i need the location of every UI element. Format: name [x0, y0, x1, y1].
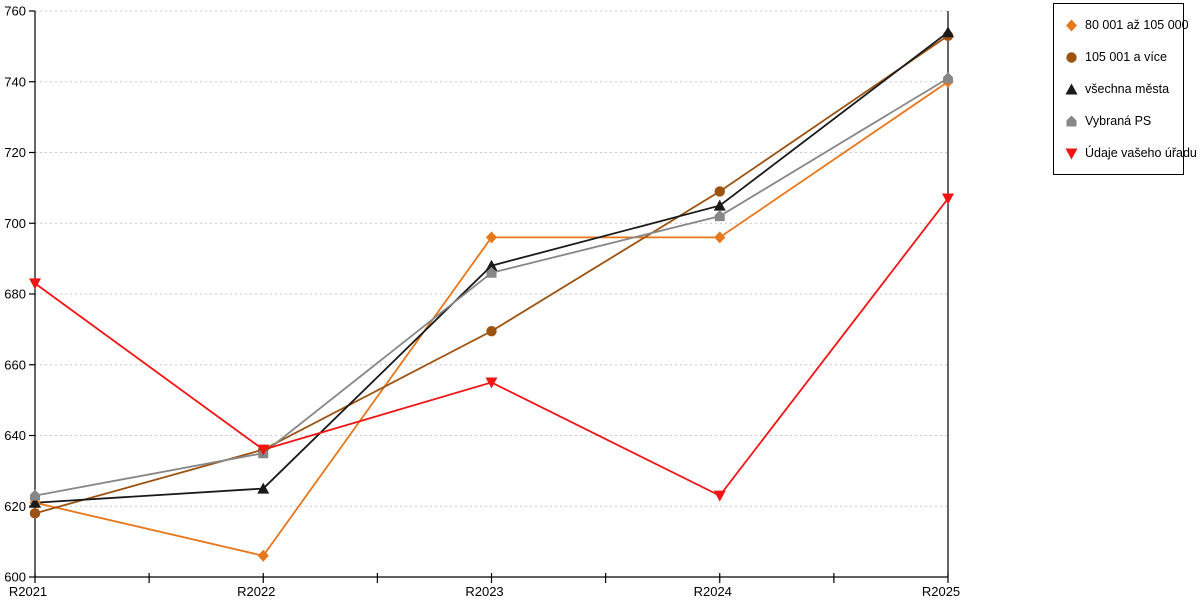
data-point-marker [257, 549, 269, 562]
pentagon-icon [1066, 115, 1077, 126]
y-tick-label: 700 [4, 216, 26, 231]
legend-item-label: 80 001 až 105 000 [1085, 18, 1189, 32]
data-point-marker [942, 193, 954, 205]
legend: 80 001 až 105 000 105 001 a více všechna… [1053, 3, 1197, 175]
x-tick-label: R2021 [9, 584, 47, 599]
diamond-icon [1066, 19, 1077, 31]
legend-marker-glyph [1065, 148, 1078, 159]
x-tick-label: R2022 [237, 584, 275, 599]
data-point-marker [257, 482, 270, 494]
legend-item-label: Vybraná PS [1085, 114, 1152, 128]
y-tick-label: 620 [4, 499, 26, 514]
data-point-marker [486, 231, 497, 244]
data-point-marker [29, 508, 41, 519]
data-point-marker [942, 26, 954, 38]
legend-item: 80 001 až 105 000 [1065, 9, 1189, 41]
legend-item: Údaje vašeho úřadu [1065, 137, 1197, 169]
x-tick-label: R2023 [465, 584, 503, 599]
legend-marker-glyph [1065, 83, 1078, 94]
circle-icon [1066, 51, 1077, 63]
data-point-marker [486, 325, 497, 337]
legend-item-label: 105 001 a více [1085, 50, 1168, 64]
legend-item-label: Údaje vašeho úřadu [1085, 146, 1197, 160]
y-tick-label: 760 [4, 4, 26, 19]
data-point-marker [713, 490, 726, 502]
triangle-up-icon [1065, 83, 1078, 94]
data-point-marker [485, 377, 498, 389]
data-point-marker [714, 210, 725, 222]
legend-item: všechna města [1065, 73, 1179, 105]
data-point-marker [943, 72, 953, 84]
triangle-down-icon [1065, 148, 1078, 159]
x-tick-label: R2024 [694, 584, 732, 599]
data-point-marker [29, 278, 41, 290]
data-point-marker [30, 489, 40, 501]
x-tick-label: R2025 [922, 584, 960, 599]
data-point-marker [486, 266, 497, 278]
y-tick-label: 660 [4, 357, 26, 372]
y-tick-label: 600 [4, 570, 26, 585]
legend-item: Vybraná PS [1065, 105, 1179, 137]
y-tick-label: 680 [4, 287, 26, 302]
data-point-marker [714, 231, 726, 244]
legend-item-label: všechna města [1085, 82, 1170, 96]
legend-marker-glyph [1066, 115, 1077, 126]
data-point-marker [257, 444, 270, 456]
data-point-marker [714, 186, 725, 197]
legend-item: 105 001 a více [1065, 41, 1179, 73]
legend-marker-glyph [1066, 51, 1077, 63]
data-point-marker [485, 259, 498, 271]
data-point-marker [29, 496, 41, 508]
y-tick-label: 740 [4, 74, 26, 89]
legend-marker-glyph [1066, 19, 1077, 31]
y-tick-label: 640 [4, 428, 26, 443]
y-tick-label: 720 [4, 145, 26, 160]
data-point-marker [713, 199, 726, 211]
series-line [34, 77, 949, 497]
